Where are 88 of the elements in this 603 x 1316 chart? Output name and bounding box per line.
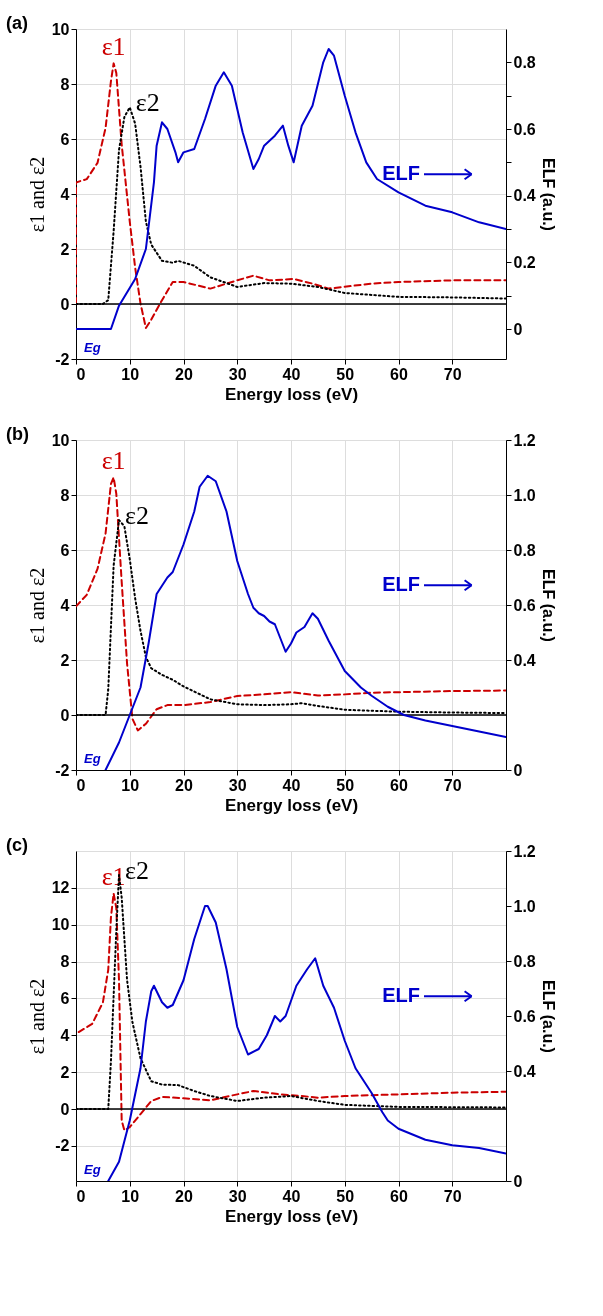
y-tick-label: 2: [60, 651, 70, 669]
y-tick-label: 0: [60, 1100, 70, 1118]
x-tick-label: 0: [76, 776, 86, 794]
y2-tick-label: 0.6: [513, 120, 536, 138]
y2-tick-label: 1.0: [513, 486, 536, 504]
y2-tick-label: 0: [513, 320, 523, 338]
x-tick-label: 30: [228, 365, 247, 383]
y-tick-label: -2: [55, 761, 70, 779]
chart-title: (a): [6, 13, 28, 33]
y2-tick-label: 1.0: [513, 897, 536, 915]
y2-tick-label: 1.2: [513, 431, 536, 449]
x-tick-label: 20: [175, 1187, 193, 1205]
y2-tick-label: 0.4: [513, 187, 536, 205]
y-tick-label: 8: [60, 953, 70, 971]
x-tick-label: 50: [336, 776, 355, 794]
x-tick-label: 40: [282, 1187, 301, 1205]
x-tick-label: 60: [390, 365, 408, 383]
y-tick-label: 10: [51, 431, 70, 449]
y-axis-title: ε1 and ε2: [25, 156, 48, 233]
y-tick-label: 10: [51, 20, 70, 38]
y-tick-label: 6: [60, 989, 70, 1007]
y-axis-title: ε1 and ε2: [25, 978, 48, 1055]
chart-title: (b): [6, 424, 29, 444]
x-tick-label: 0: [76, 1187, 86, 1205]
x-tick-label: 60: [390, 1187, 408, 1205]
y2-tick-label: 1.2: [513, 842, 536, 860]
y-tick-label: 8: [60, 486, 70, 504]
x-tick-label: 70: [443, 365, 462, 383]
legend-label: ELF: [382, 573, 420, 596]
series-label: ε2: [125, 855, 149, 885]
x-axis-title: Energy loss (eV): [224, 1206, 359, 1226]
y2-tick-label: 0.6: [513, 1007, 536, 1025]
x-tick-label: 20: [175, 776, 193, 794]
line-series: [104, 474, 506, 770]
y-tick-label: 12: [51, 879, 70, 897]
x-tick-label: 30: [228, 776, 247, 794]
y-tick-label: 4: [60, 1026, 70, 1044]
y-tick-label: 10: [51, 916, 70, 934]
x-tick-label: 10: [121, 365, 140, 383]
series-label: ε2: [125, 501, 149, 531]
x-tick-label: 50: [336, 365, 355, 383]
y-tick-label: 2: [60, 240, 70, 258]
y-tick-label: 2: [60, 1063, 70, 1081]
y2-tick-label: 0.4: [513, 1062, 536, 1080]
y2-tick-label: 0.8: [513, 541, 536, 559]
x-tick-label: 10: [121, 776, 140, 794]
y2-axis-title: ELF (a.u.): [539, 569, 557, 642]
annotation: Eg: [84, 751, 101, 766]
y2-tick-label: 0.8: [513, 952, 536, 970]
x-tick-label: 50: [336, 1187, 355, 1205]
annotation: Eg: [84, 1162, 101, 1177]
y2-tick-label: 0: [513, 761, 523, 779]
x-axis-title: Energy loss (eV): [224, 384, 359, 404]
y-tick-label: 0: [60, 706, 70, 724]
y2-axis-title: ELF (a.u.): [539, 158, 557, 231]
x-tick-label: 70: [443, 1187, 462, 1205]
y-tick-label: -2: [55, 1137, 70, 1155]
x-tick-label: 10: [121, 1187, 140, 1205]
annotation: Eg: [84, 340, 101, 355]
y2-tick-label: 0: [513, 1172, 523, 1190]
x-tick-label: 20: [175, 365, 193, 383]
x-tick-label: 0: [76, 365, 86, 383]
x-axis-title: Energy loss (eV): [224, 795, 359, 815]
x-tick-label: 40: [282, 365, 301, 383]
y-tick-label: 6: [60, 130, 70, 148]
line-series: [107, 905, 506, 1181]
y-axis-title: ε1 and ε2: [25, 567, 48, 644]
y2-tick-label: 0.8: [513, 53, 536, 71]
y2-axis-title: ELF (a.u.): [539, 980, 557, 1053]
y2-tick-label: 0.2: [513, 253, 536, 271]
series-label: ε2: [135, 88, 160, 118]
y-tick-label: 4: [60, 596, 70, 614]
x-tick-label: 70: [443, 776, 462, 794]
y-tick-label: 0: [60, 295, 70, 313]
legend-label: ELF: [382, 162, 420, 185]
y-tick-label: 8: [60, 75, 70, 93]
x-tick-label: 30: [228, 1187, 247, 1205]
y-tick-label: 6: [60, 541, 70, 559]
x-tick-label: 60: [390, 776, 408, 794]
series-label: ε1: [101, 32, 126, 62]
chart-title: (c): [6, 835, 28, 855]
series-label: ε1: [101, 446, 126, 476]
y-tick-label: 4: [60, 185, 70, 203]
legend-label: ELF: [382, 984, 420, 1007]
y-tick-label: -2: [55, 350, 70, 368]
y2-tick-label: 0.6: [513, 596, 536, 614]
y2-tick-label: 0.4: [513, 651, 536, 669]
x-tick-label: 40: [282, 776, 301, 794]
